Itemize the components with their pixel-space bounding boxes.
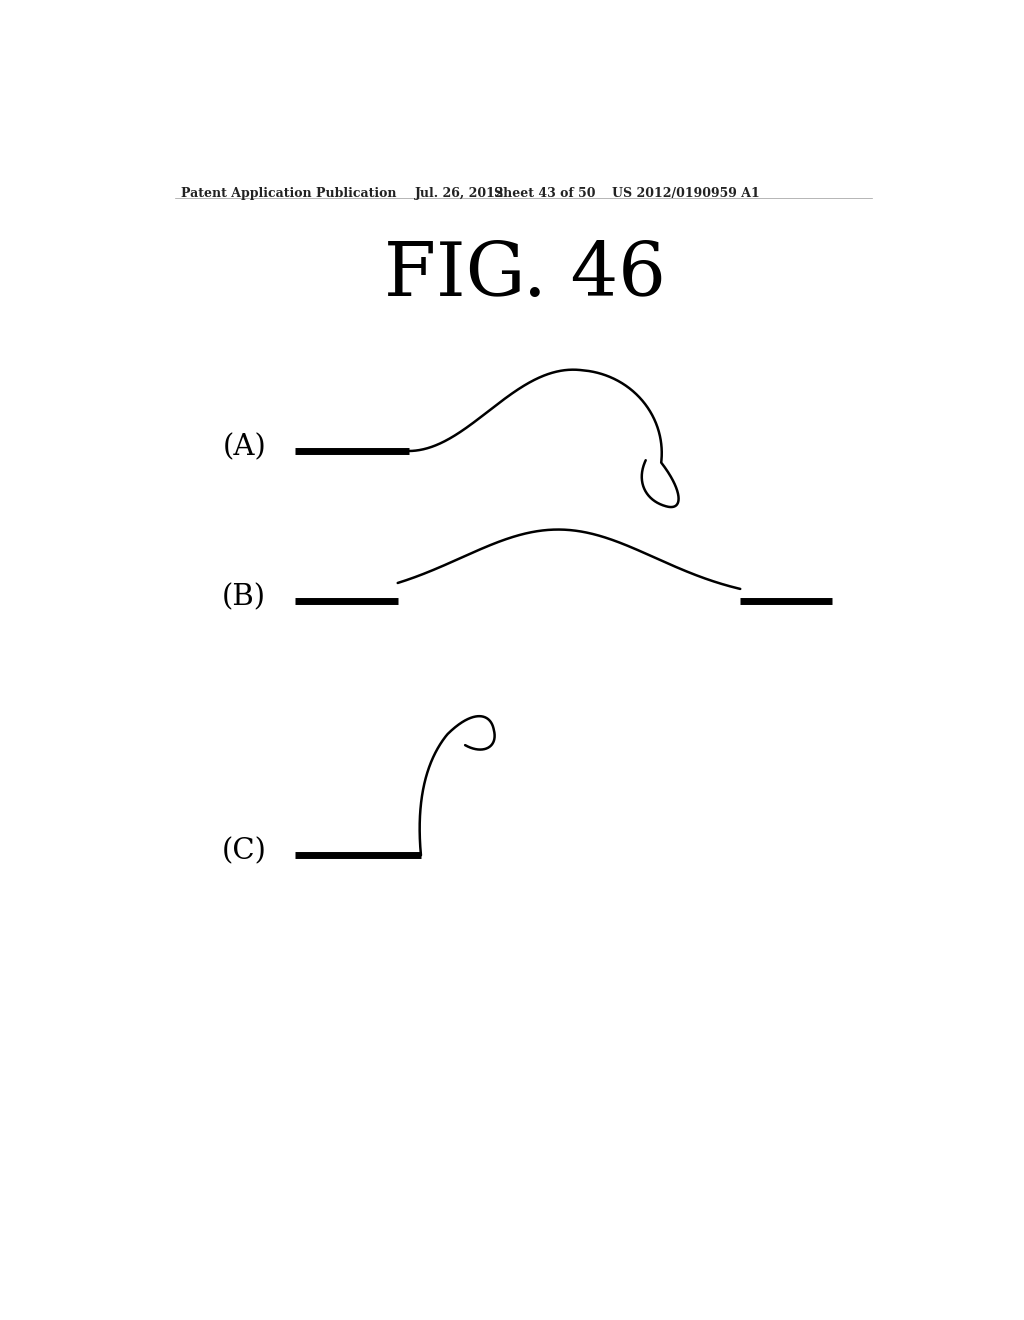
Text: (C): (C) <box>222 837 266 866</box>
Text: (A): (A) <box>222 433 266 461</box>
Text: Jul. 26, 2012: Jul. 26, 2012 <box>415 187 505 199</box>
Text: (B): (B) <box>222 583 266 611</box>
Text: FIG. 46: FIG. 46 <box>384 239 666 313</box>
Text: Sheet 43 of 50: Sheet 43 of 50 <box>494 187 595 199</box>
Text: US 2012/0190959 A1: US 2012/0190959 A1 <box>612 187 760 199</box>
Text: Patent Application Publication: Patent Application Publication <box>180 187 396 199</box>
